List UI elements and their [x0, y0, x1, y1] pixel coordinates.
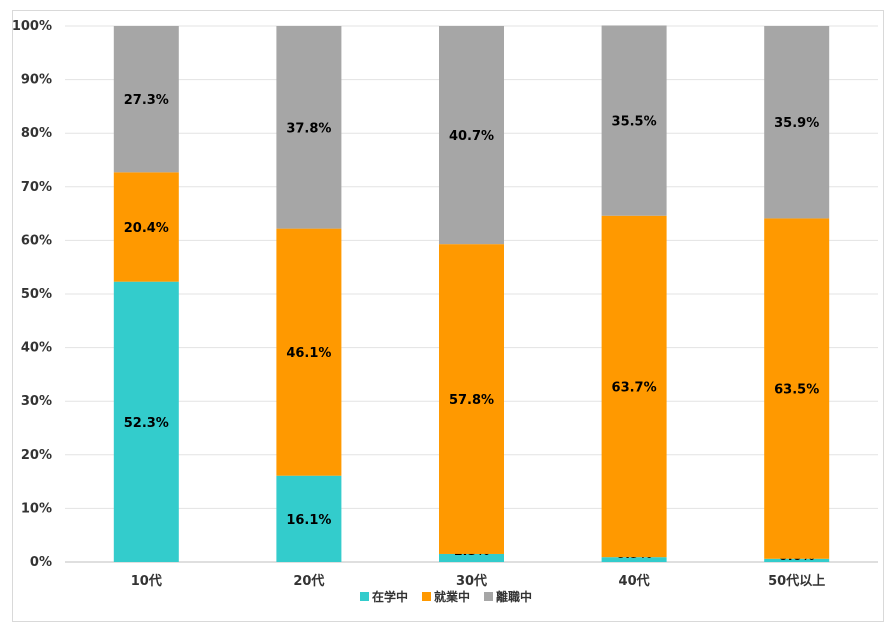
bar-segment	[439, 26, 504, 245]
data-label: 37.8%	[286, 121, 331, 136]
bar-segment	[439, 244, 504, 554]
data-label: 57.8%	[449, 393, 494, 408]
y-tick-label: 80%	[21, 126, 52, 141]
x-tick-label: 40代	[619, 573, 650, 589]
data-label: 35.5%	[612, 115, 657, 130]
data-label: 63.5%	[774, 383, 819, 398]
bar-segment	[439, 553, 504, 562]
bar-segment	[764, 26, 830, 219]
chart-frame	[12, 10, 884, 622]
y-tick-label: 60%	[21, 233, 52, 248]
legend-label: 在学中	[372, 589, 408, 604]
data-label: 35.9%	[774, 116, 819, 131]
data-label: 40.7%	[449, 129, 494, 144]
bar-segment	[113, 26, 179, 173]
y-tick-label: 10%	[21, 501, 52, 516]
legend-label: 就業中	[434, 589, 470, 604]
y-tick-label: 20%	[21, 448, 52, 463]
data-label: 63.7%	[612, 380, 657, 395]
bar-segment	[276, 26, 342, 229]
bar-segment	[601, 25, 667, 216]
bar-segment	[113, 172, 179, 282]
y-tick-label: 40%	[21, 341, 52, 356]
data-label: 27.3%	[124, 93, 169, 108]
y-tick-label: 90%	[21, 73, 52, 88]
y-tick-label: 0%	[30, 555, 52, 570]
bar-segment	[276, 475, 342, 562]
legend-swatch	[484, 592, 493, 601]
bar-segment	[601, 215, 667, 558]
y-tick-label: 30%	[21, 394, 52, 409]
bar-segment	[601, 557, 667, 562]
bar-segment	[276, 228, 342, 476]
y-tick-label: 100%	[12, 19, 52, 34]
bar-segment	[113, 281, 179, 562]
legend-label: 離職中	[496, 589, 532, 604]
x-tick-label: 10代	[131, 573, 162, 589]
bar-segment	[764, 218, 830, 559]
x-tick-label: 30代	[456, 573, 487, 589]
y-tick-label: 70%	[21, 180, 52, 195]
legend-swatch	[422, 592, 431, 601]
bar-segment	[764, 558, 830, 562]
x-tick-label: 50代以上	[768, 573, 825, 589]
data-label: 52.3%	[124, 416, 169, 431]
data-label: 46.1%	[286, 346, 331, 361]
legend-swatch	[360, 592, 369, 601]
data-label: 16.1%	[286, 513, 331, 528]
y-tick-label: 50%	[21, 287, 52, 302]
data-label: 20.4%	[124, 221, 169, 236]
x-tick-label: 20代	[293, 573, 324, 589]
